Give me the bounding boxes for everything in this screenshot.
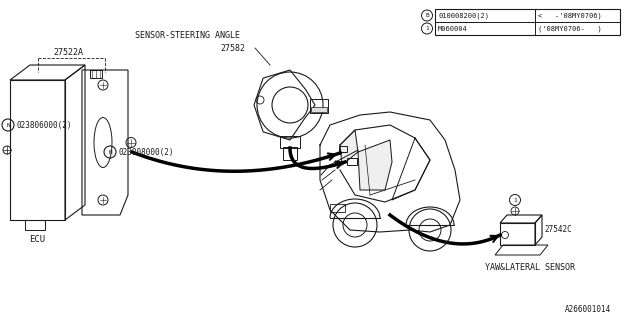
Text: <   -'08MY0706): < -'08MY0706) [538,12,602,19]
Text: 023806000(2): 023806000(2) [16,121,72,130]
Bar [500,223,535,245]
Bar [310,99,328,113]
Text: 023808000(2): 023808000(2) [118,148,173,156]
Bar [311,107,327,112]
Text: N: N [6,123,10,127]
Text: M060004: M060004 [438,26,468,31]
Text: SENSOR-STEERING ANGLE: SENSOR-STEERING ANGLE [135,30,240,39]
Text: 27542C: 27542C [544,226,572,235]
Text: 27522A: 27522A [53,47,83,57]
Text: 27582: 27582 [220,44,245,52]
Bar [435,9,620,35]
Bar [90,70,102,78]
Text: 1: 1 [513,197,517,203]
Text: ECU: ECU [29,236,45,244]
Polygon shape [358,140,392,190]
Text: 010008200(2): 010008200(2) [438,12,489,19]
Text: YAW&LATERAL SENSOR: YAW&LATERAL SENSOR [485,262,575,271]
Bar [280,136,300,148]
Bar [10,80,65,220]
Bar [330,204,345,212]
Bar [347,158,357,165]
Text: ('08MY0706-   ): ('08MY0706- ) [538,25,602,32]
Bar [339,146,347,152]
Polygon shape [340,130,358,165]
Text: 1: 1 [425,26,429,31]
Text: B: B [425,13,429,18]
Text: N: N [108,149,112,155]
Text: A266001014: A266001014 [565,306,611,315]
Bar [283,147,297,160]
Bar [25,220,45,230]
